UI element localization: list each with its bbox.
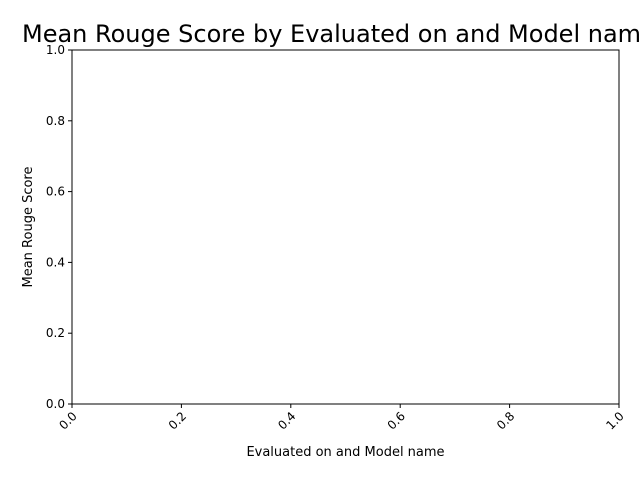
chart-title: Mean Rouge Score by Evaluated on and Mod… <box>22 20 640 48</box>
y-tick-label: 0.4 <box>46 255 65 269</box>
y-tick-label: 1.0 <box>46 43 65 57</box>
y-tick-label: 0.2 <box>46 326 65 340</box>
y-tick-label: 0.6 <box>46 185 65 199</box>
y-tick-label: 0.8 <box>46 114 65 128</box>
y-tick-label: 0.0 <box>46 397 65 411</box>
y-axis-label: Mean Rouge Score <box>21 167 36 288</box>
y-axis: 0.0 0.2 0.4 0.6 0.8 1.0 <box>46 43 72 411</box>
x-axis-label: Evaluated on and Model name <box>246 445 444 460</box>
plot-area <box>71 49 620 405</box>
